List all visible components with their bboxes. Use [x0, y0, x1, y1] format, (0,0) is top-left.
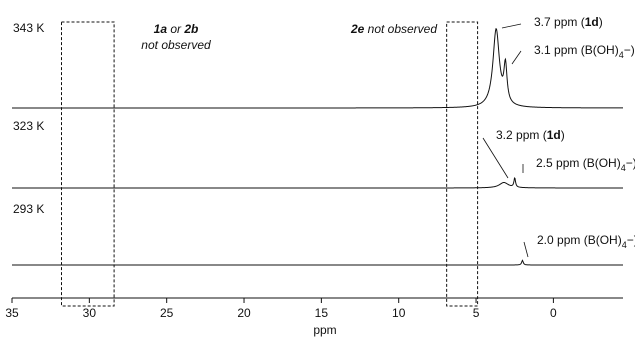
peak-annotation: 3.1 ppm (B(OH)4−)	[534, 43, 635, 60]
x-axis-label: ppm	[313, 323, 336, 337]
annotation-leader	[501, 23, 522, 29]
x-tick-label: 15	[315, 306, 329, 320]
text-run: −)	[627, 233, 635, 247]
x-tick-label: 35	[5, 306, 19, 320]
annotation-leader	[523, 241, 529, 258]
text-run: −)	[626, 156, 635, 170]
x-axis: ppm 35 30 25 20 15 10 5 0	[5, 297, 623, 337]
annotations-layer: 3.7 ppm (1d)3.1 ppm (B(OH)4−)3.2 ppm (1d…	[482, 15, 635, 258]
text-run: 2b	[183, 22, 198, 36]
temperature-label: 293 K	[13, 202, 44, 216]
spectrum-trace	[12, 259, 623, 266]
temperature-label: 323 K	[13, 119, 44, 133]
text-run: 1d	[547, 128, 561, 142]
traces-layer: 343 K 323 K 293 K	[12, 21, 623, 266]
text-run: 2.5 ppm (B(OH)	[536, 156, 621, 170]
x-tick-label: 5	[473, 306, 480, 320]
temperature-label: 343 K	[13, 21, 44, 35]
x-tick-label: 20	[237, 306, 251, 320]
text-run: or	[167, 22, 184, 36]
x-tick-label: 10	[392, 306, 406, 320]
text-run: 2.0 ppm (B(OH)	[537, 233, 622, 247]
spectrum-trace	[12, 177, 623, 189]
text-run: 4	[619, 50, 624, 60]
x-tick-label: 0	[550, 306, 557, 320]
region-label: 1a or 2b	[154, 22, 199, 36]
text-run: 1d	[585, 15, 599, 29]
text-run: 3.7 ppm (	[534, 15, 585, 29]
text-run: not observed	[141, 38, 211, 52]
text-run: 3.1 ppm (B(OH)	[534, 43, 619, 57]
peak-annotation: 2.0 ppm (B(OH)4−)	[537, 233, 635, 250]
peak-annotation: 2.5 ppm (B(OH)4−)	[536, 156, 635, 173]
text-run: 4	[622, 240, 627, 250]
annotation-leader	[482, 137, 509, 179]
text-run: )	[599, 15, 603, 29]
x-tick-label: 30	[83, 306, 97, 320]
not-observed-region	[446, 21, 479, 307]
peak-annotation: 3.2 ppm (1d)	[496, 128, 565, 142]
spectrum-trace	[12, 27, 623, 109]
text-run: 2e	[350, 22, 365, 36]
text-run: 1a	[154, 22, 168, 36]
annotation-leader	[511, 50, 522, 65]
text-run: 3.2 ppm (	[496, 128, 547, 142]
peak-annotation: 3.7 ppm (1d)	[534, 15, 603, 29]
region-label: 2e not observed	[350, 22, 437, 36]
x-tick-label: 25	[160, 306, 174, 320]
not-observed-region	[60, 21, 115, 307]
region-label: not observed	[141, 38, 211, 52]
text-run: not observed	[364, 22, 437, 36]
text-run: )	[561, 128, 565, 142]
text-run: −)	[624, 43, 635, 57]
text-run: 4	[621, 163, 626, 173]
